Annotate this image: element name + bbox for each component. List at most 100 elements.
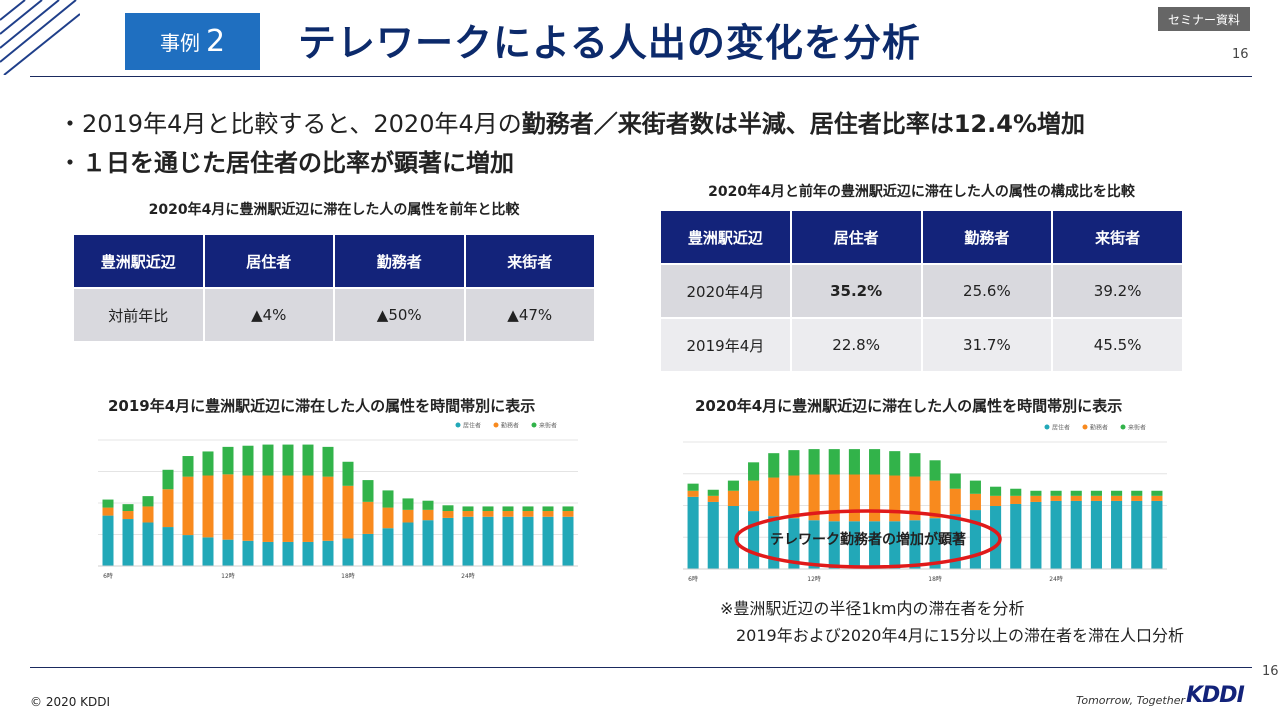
bar-segment [302, 444, 314, 476]
x-tick-label: 6時 [688, 575, 698, 583]
bar-segment [990, 506, 1002, 569]
bar-segment [1111, 495, 1123, 501]
note-1: ※豊洲駅近辺の半径1km内の滞在者を分析 [720, 599, 1025, 618]
bar-segment [462, 506, 474, 512]
case-badge: 事例 2 [125, 13, 260, 70]
bar-segment [402, 522, 414, 566]
footer-divider [30, 667, 1252, 668]
bar-segment [1131, 500, 1143, 569]
bar-segment [969, 493, 981, 511]
bar-segment [362, 533, 374, 566]
bar-segment [142, 496, 154, 507]
bar-segment [422, 500, 434, 510]
bar-segment [990, 495, 1002, 507]
bar-segment [1151, 495, 1163, 501]
x-tick-label: 12時 [221, 572, 235, 580]
legend-swatch [531, 422, 537, 428]
bar-segment [869, 474, 881, 522]
kddi-logo: KDDI [1186, 683, 1245, 708]
bar-segment [382, 490, 394, 508]
page-number-bottom: 16 [1262, 664, 1279, 679]
page-title: テレワークによる人出の変化を分析 [298, 21, 921, 65]
header-visitor: 来街者 [1051, 209, 1184, 265]
bar-segment [562, 516, 574, 566]
bar-segment [262, 541, 274, 566]
bar-segment [462, 511, 474, 517]
bar-segment [1131, 490, 1143, 496]
x-tick-label: 18時 [928, 575, 942, 583]
bar-segment [1050, 490, 1062, 496]
bar-segment [727, 490, 739, 507]
x-tick-label: 24時 [1049, 575, 1063, 583]
case-label: 事例 [159, 31, 200, 55]
chart-2019: 居住者 勤務者 来街者 6時 12時 18時 24時 [98, 422, 578, 580]
legend-swatch [493, 422, 499, 428]
x-tick-label: 18時 [341, 572, 355, 580]
bar-segment [1010, 488, 1022, 496]
bar-segment [808, 449, 820, 475]
bar-segment [502, 516, 514, 566]
bar-segment [1030, 495, 1042, 502]
bar-segment [562, 511, 574, 517]
note-2: 2019年および2020年4月に15分以上の滞在者を滞在人口分析 [736, 626, 1184, 645]
bar-segment [1090, 490, 1102, 496]
right-table-title: 2020年4月と前年の豊洲駅近辺に滞在した人の属性の構成比を比較 [708, 184, 1135, 200]
x-tick-label: 24時 [461, 572, 475, 580]
bar-segment [282, 444, 294, 476]
bar-segment [768, 477, 780, 517]
bar-segment [869, 521, 881, 569]
bar-segment [222, 446, 234, 475]
bar-segment [322, 476, 334, 541]
bar-segment [889, 475, 901, 522]
bar-segment [1111, 490, 1123, 496]
header-divider [30, 76, 1252, 77]
bar-segment [482, 516, 494, 566]
worker-share: 25.6% [920, 263, 1054, 319]
bar-segment [102, 515, 114, 566]
bullet-1: ・2019年4月と比較すると、2020年4月の勤務者／来街者数は半減、居住者比率… [58, 104, 1085, 139]
left-table-title: 2020年4月に豊洲駅近辺に滞在した人の属性を前年と比較 [148, 202, 520, 218]
bar-segment [302, 475, 314, 542]
bar-segment [1070, 500, 1082, 569]
bar-segment [102, 507, 114, 516]
bar-segment [322, 446, 334, 477]
legend-item: 来街者 [531, 422, 557, 430]
bar-segment [687, 496, 699, 569]
bar-segment [1131, 495, 1143, 501]
legend-label: 勤務者 [501, 422, 519, 430]
legend-swatch [1082, 424, 1088, 430]
bar-segment [707, 501, 719, 569]
legend-label: 居住者 [463, 422, 481, 430]
bar-segment [1111, 500, 1123, 569]
legend-label: 勤務者 [1090, 424, 1108, 432]
bar-segment [828, 474, 840, 522]
bar-segment [949, 488, 961, 515]
bar-segment [808, 474, 820, 521]
legend-item: 勤務者 [493, 422, 519, 430]
bar-segment [302, 541, 314, 566]
seminar-badge: セミナー資料 [1158, 7, 1250, 31]
bar-segment [788, 518, 800, 569]
bar-segment [727, 506, 739, 569]
bar-segment [1050, 495, 1062, 501]
bar-segment [949, 473, 961, 489]
bar-segment [1030, 501, 1042, 569]
bar-segment [727, 480, 739, 491]
legend-swatch [1044, 424, 1050, 430]
row-label: 2020年4月 [659, 263, 792, 319]
legend-item: 居住者 [455, 422, 481, 430]
bar-segment [1010, 503, 1022, 569]
bar-segment [748, 511, 760, 569]
header-visitor: 来街者 [463, 233, 596, 289]
bar-segment [1151, 500, 1163, 569]
bar-segment [1010, 495, 1022, 504]
bar-segment [442, 517, 454, 566]
bullet-1-text: ・2019年4月と比較すると、2020年4月の [58, 110, 522, 138]
bar-segment [848, 521, 860, 569]
bar-segment [1070, 490, 1082, 496]
bar-segment [828, 449, 840, 475]
case-number: 2 [205, 24, 226, 59]
bar-segment [949, 514, 961, 569]
bar-segment [909, 453, 921, 477]
bar-segment [929, 460, 941, 481]
